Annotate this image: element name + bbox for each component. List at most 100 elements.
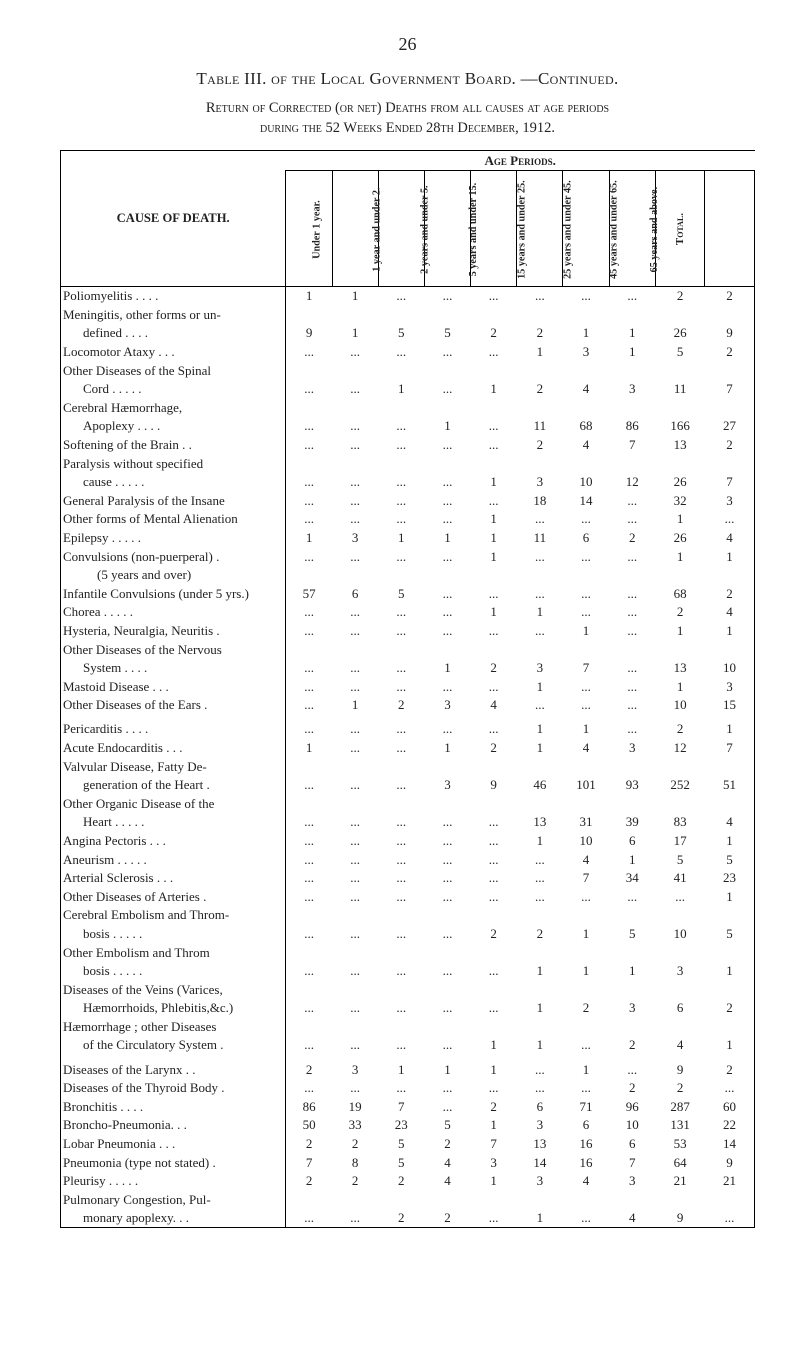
value-cell	[424, 757, 470, 776]
cause-cell: General Paralysis of the Insane	[61, 491, 286, 510]
value-cell: ...	[332, 343, 378, 362]
value-cell: 1	[705, 714, 755, 738]
cause-cell: cause . . . . .	[61, 473, 286, 492]
value-cell: 1	[705, 1036, 755, 1055]
value-cell: 2	[286, 1055, 332, 1079]
value-cell	[332, 640, 378, 659]
value-cell	[471, 566, 517, 585]
cause-cell: Pneumonia (type not stated) .	[61, 1153, 286, 1172]
value-cell: 14	[517, 1153, 563, 1172]
value-cell: 1	[655, 510, 705, 529]
cause-cell: generation of the Heart .	[61, 776, 286, 795]
value-cell	[332, 1017, 378, 1036]
cause-cell: Other Diseases of the Ears .	[61, 696, 286, 715]
value-cell: ...	[471, 999, 517, 1018]
value-cell	[655, 361, 705, 380]
value-cell: 1	[517, 738, 563, 757]
value-cell: 131	[655, 1116, 705, 1135]
value-cell	[332, 794, 378, 813]
table-row: monary apoplexy. . .......22...1...49...	[61, 1209, 755, 1228]
value-cell: ...	[609, 714, 655, 738]
value-cell: 2	[655, 286, 705, 305]
value-cell: 8	[332, 1153, 378, 1172]
value-cell	[655, 305, 705, 324]
value-cell: ...	[286, 547, 332, 566]
table-row: Chorea . . . . .............11......24	[61, 603, 755, 622]
value-cell: 9	[471, 776, 517, 795]
value-cell: ...	[424, 1036, 470, 1055]
value-cell	[517, 906, 563, 925]
value-cell	[609, 566, 655, 585]
value-cell: ...	[471, 584, 517, 603]
value-cell: ...	[286, 510, 332, 529]
value-cell: ...	[286, 473, 332, 492]
value-cell	[609, 305, 655, 324]
title-prefix: Table III. of the	[196, 69, 315, 88]
value-cell: 2	[471, 324, 517, 343]
value-cell: 26	[655, 473, 705, 492]
value-cell: 5	[378, 324, 424, 343]
value-cell: 1	[655, 547, 705, 566]
value-cell: 4	[424, 1153, 470, 1172]
value-cell	[609, 361, 655, 380]
value-cell: ...	[517, 584, 563, 603]
value-cell: 46	[517, 776, 563, 795]
value-cell: 7	[609, 435, 655, 454]
value-cell: ...	[378, 491, 424, 510]
value-cell: ...	[286, 1209, 332, 1228]
value-cell: ...	[378, 924, 424, 943]
value-cell: 2	[332, 1134, 378, 1153]
table-head: CAUSE OF DEATH. Age Periods. Under 1 yea…	[61, 151, 755, 287]
value-cell: 27	[705, 417, 755, 436]
value-cell	[378, 906, 424, 925]
value-cell: 13	[517, 813, 563, 832]
value-cell: 6	[609, 1134, 655, 1153]
value-cell: ...	[563, 603, 609, 622]
value-cell: ...	[424, 1097, 470, 1116]
value-cell: ...	[609, 696, 655, 715]
value-cell: ...	[563, 887, 609, 906]
value-cell: 6	[655, 999, 705, 1018]
value-cell: ...	[609, 659, 655, 678]
value-cell: 2	[609, 528, 655, 547]
table-row: Cerebral Embolism and Throm-	[61, 906, 755, 925]
value-cell	[332, 943, 378, 962]
value-cell	[378, 757, 424, 776]
value-cell: ...	[286, 677, 332, 696]
value-cell	[609, 1017, 655, 1036]
value-cell: 1	[563, 1055, 609, 1079]
value-cell: ...	[563, 584, 609, 603]
value-cell: ...	[424, 435, 470, 454]
value-cell: ...	[424, 869, 470, 888]
value-cell: 10	[563, 831, 609, 850]
value-cell	[378, 943, 424, 962]
table-row: Epilepsy . . . . .131111162264	[61, 528, 755, 547]
cause-cell: Other Embolism and Throm	[61, 943, 286, 962]
value-cell: 1	[286, 528, 332, 547]
value-cell: 2	[378, 696, 424, 715]
value-cell: 1	[378, 528, 424, 547]
value-cell	[655, 398, 705, 417]
table-row: Valvular Disease, Fatty De-	[61, 757, 755, 776]
value-cell: ...	[563, 1036, 609, 1055]
value-cell: 2	[471, 924, 517, 943]
cause-cell: of the Circulatory System .	[61, 1036, 286, 1055]
table-row: Other Diseases of the Nervous	[61, 640, 755, 659]
value-cell	[517, 1190, 563, 1209]
value-cell	[332, 906, 378, 925]
cause-cell: Heart . . . . .	[61, 813, 286, 832]
value-cell	[655, 980, 705, 999]
value-cell	[378, 454, 424, 473]
value-cell	[517, 757, 563, 776]
value-cell: 2	[705, 343, 755, 362]
value-cell: 2	[471, 659, 517, 678]
cause-cell: Pericarditis . . . .	[61, 714, 286, 738]
table-row: Infantile Convulsions (under 5 yrs.)5765…	[61, 584, 755, 603]
value-cell: 2	[424, 1209, 470, 1228]
value-cell: ...	[563, 286, 609, 305]
value-cell: 9	[705, 324, 755, 343]
value-cell: 2	[424, 1134, 470, 1153]
value-cell: 83	[655, 813, 705, 832]
value-cell: ...	[286, 603, 332, 622]
value-cell: ...	[286, 380, 332, 399]
